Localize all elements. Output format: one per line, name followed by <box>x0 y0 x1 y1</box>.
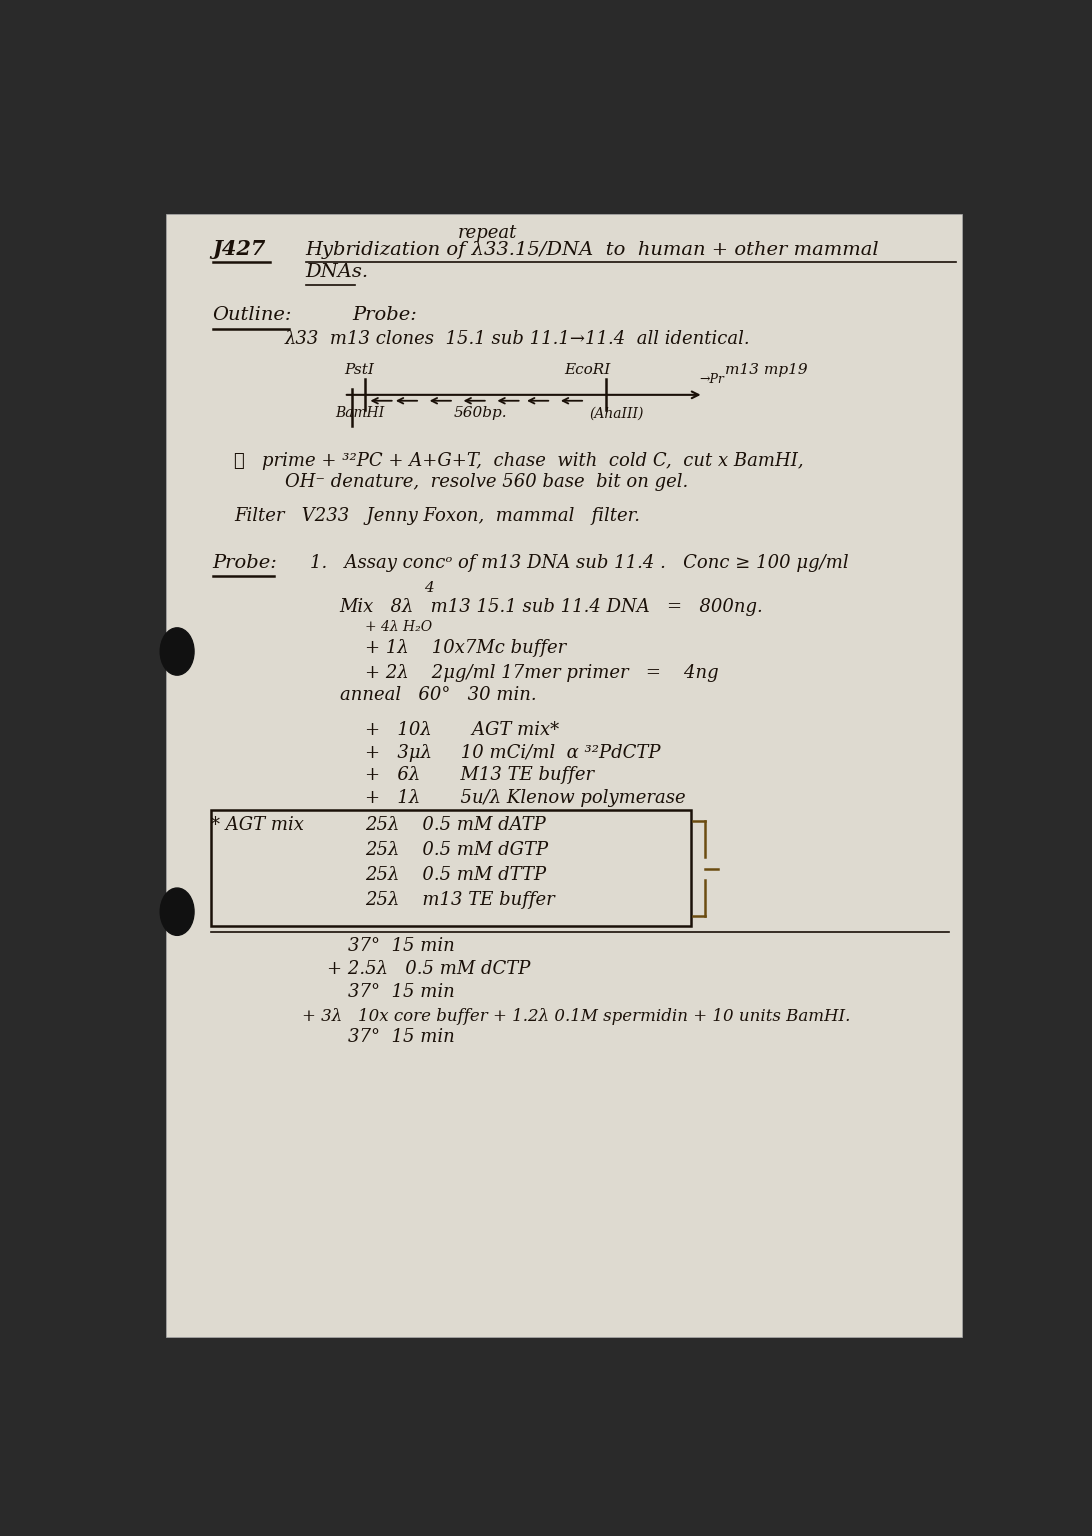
Text: OH⁻ denature,  resolve 560 base  bit on gel.: OH⁻ denature, resolve 560 base bit on ge… <box>285 473 688 492</box>
Text: →Pr: →Pr <box>699 373 724 386</box>
Text: 1.   Assay concᵒ of m13 DNA sub 11.4 .   Conc ≥ 100 μg/ml: 1. Assay concᵒ of m13 DNA sub 11.4 . Con… <box>310 553 848 571</box>
Text: BamHI: BamHI <box>335 407 384 421</box>
Text: 37°  15 min: 37° 15 min <box>348 937 455 955</box>
Text: 37°  15 min: 37° 15 min <box>348 1028 455 1046</box>
Circle shape <box>161 888 194 935</box>
Text: ∴   prime + ³²PC + A+G+T,  chase  with  cold C,  cut x BamHI,: ∴ prime + ³²PC + A+G+T, chase with cold … <box>234 452 804 470</box>
Text: Probe:: Probe: <box>353 306 417 324</box>
Text: 560bp.: 560bp. <box>454 407 508 421</box>
Text: +   3μλ     10 mCi/ml  α ³²PdCTP: + 3μλ 10 mCi/ml α ³²PdCTP <box>365 743 661 762</box>
Text: PstI: PstI <box>344 362 373 376</box>
Text: * AGT mix: * AGT mix <box>211 816 304 834</box>
Text: + 1λ    10x7Mc buffer: + 1λ 10x7Mc buffer <box>365 639 567 657</box>
Circle shape <box>161 628 194 676</box>
Text: + 4λ H₂O: + 4λ H₂O <box>365 621 432 634</box>
Text: 25λ    0.5 mM dTTP: 25λ 0.5 mM dTTP <box>365 866 546 883</box>
Text: 25λ    0.5 mM dGTP: 25λ 0.5 mM dGTP <box>365 840 548 859</box>
Text: Outline:: Outline: <box>213 306 293 324</box>
Text: + 3λ   10x core buffer + 1.2λ 0.1M spermidin + 10 units BamHI.: + 3λ 10x core buffer + 1.2λ 0.1M spermid… <box>301 1008 850 1025</box>
Text: + 2λ    2μg/ml 17mer primer   =    4ng: + 2λ 2μg/ml 17mer primer = 4ng <box>365 664 719 682</box>
Text: repeat: repeat <box>459 224 518 241</box>
Text: 37°  15 min: 37° 15 min <box>348 983 455 1001</box>
Text: Hybridization of λ33.15/DNA  to  human + other mammal: Hybridization of λ33.15/DNA to human + o… <box>306 241 879 260</box>
Text: + 2.5λ   0.5 mM dCTP: + 2.5λ 0.5 mM dCTP <box>327 960 531 978</box>
Text: EcoRI: EcoRI <box>563 362 610 376</box>
Text: 25λ    0.5 mM dATP: 25λ 0.5 mM dATP <box>365 816 546 834</box>
Text: DNAs.: DNAs. <box>306 263 369 281</box>
Text: +   6λ       M13 TE buffer: + 6λ M13 TE buffer <box>365 766 594 785</box>
Text: Probe:: Probe: <box>213 553 277 571</box>
Text: λ33  m13 clones  15.1 sub 11.1→11.4  all identical.: λ33 m13 clones 15.1 sub 11.1→11.4 all id… <box>285 330 750 349</box>
Text: J427: J427 <box>213 240 266 260</box>
Text: anneal   60°   30 min.: anneal 60° 30 min. <box>340 687 536 703</box>
Text: 25λ    m13 TE buffer: 25λ m13 TE buffer <box>365 891 555 909</box>
Text: m13 mp19: m13 mp19 <box>725 362 807 376</box>
Text: (AhaIII): (AhaIII) <box>590 407 643 421</box>
Text: +   1λ       5u/λ Klenow polymerase: + 1λ 5u/λ Klenow polymerase <box>365 790 686 806</box>
Text: 4: 4 <box>424 581 434 596</box>
Text: +   10λ       AGT mix*: + 10λ AGT mix* <box>365 722 559 739</box>
Bar <box>211 809 691 926</box>
Text: Mix   8λ   m13 15.1 sub 11.4 DNA   =   800ng.: Mix 8λ m13 15.1 sub 11.4 DNA = 800ng. <box>340 599 763 616</box>
Text: Filter   V233   Jenny Foxon,  mammal   filter.: Filter V233 Jenny Foxon, mammal filter. <box>234 507 640 525</box>
